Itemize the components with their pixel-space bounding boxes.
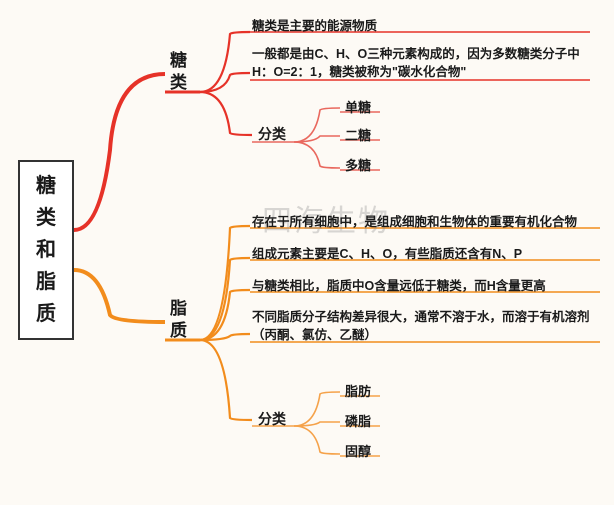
leaf-text: 组成元素主要是C、H、O，有些脂质还含有N、P xyxy=(252,245,602,263)
sub-item: 二糖 xyxy=(345,125,371,144)
sub-item: 单糖 xyxy=(345,97,371,116)
branch-label-line: 类 xyxy=(170,72,187,94)
sub-item: 多糖 xyxy=(345,155,371,174)
leaf-text: 与糖类相比，脂质中O含量远低于糖类，而H含量更高 xyxy=(252,277,602,295)
branch-label-line: 质 xyxy=(170,320,187,342)
root-char: 质 xyxy=(36,298,56,330)
sub-item: 脂肪 xyxy=(345,381,371,400)
leaf-text: 一般都是由C、H、O三种元素构成的，因为多数糖类分子中H：O=2：1，糖类被称为… xyxy=(252,45,592,81)
branch-label-line: 脂 xyxy=(170,298,187,320)
leaf-text: 存在于所有细胞中，是组成细胞和生物体的重要有机化合物 xyxy=(252,213,602,231)
sub-item: 固醇 xyxy=(345,441,371,460)
root-node: 糖 类 和 脂 质 xyxy=(18,160,74,340)
leaf-text: 糖类是主要的能源物质 xyxy=(252,17,592,35)
sub-category-label: 分类 xyxy=(258,124,286,144)
leaf-text: 不同脂质分子结构差异很大，通常不溶于水，而溶于有机溶剂（丙酮、氯仿、乙醚） xyxy=(252,308,602,344)
root-char: 类 xyxy=(36,202,56,234)
root-char: 和 xyxy=(36,234,56,266)
branch-label-line: 糖 xyxy=(170,50,187,72)
root-char: 脂 xyxy=(36,266,56,298)
sub-item: 磷脂 xyxy=(345,411,371,430)
branch-sugars: 糖 类 xyxy=(170,50,187,94)
sub-category-label: 分类 xyxy=(258,409,286,429)
root-char: 糖 xyxy=(36,170,56,202)
branch-lipids: 脂 质 xyxy=(170,298,187,342)
